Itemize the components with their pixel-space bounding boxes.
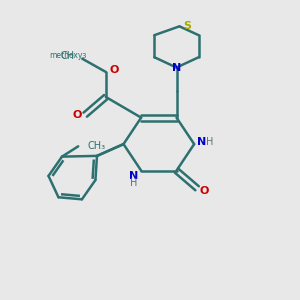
Text: methoxy: methoxy [50,51,83,60]
Text: CH₃: CH₃ [87,141,105,151]
Text: N: N [197,137,206,147]
Text: S: S [184,21,192,31]
Text: 3: 3 [82,53,86,59]
Text: O: O [73,110,82,120]
Text: N: N [129,171,138,181]
Text: O: O [200,186,209,196]
Text: methoxy: methoxy [70,55,76,56]
Text: H: H [130,178,137,188]
Text: H: H [206,137,213,147]
Text: O: O [110,65,119,76]
Text: N: N [172,63,181,73]
Text: CH: CH [61,51,75,62]
